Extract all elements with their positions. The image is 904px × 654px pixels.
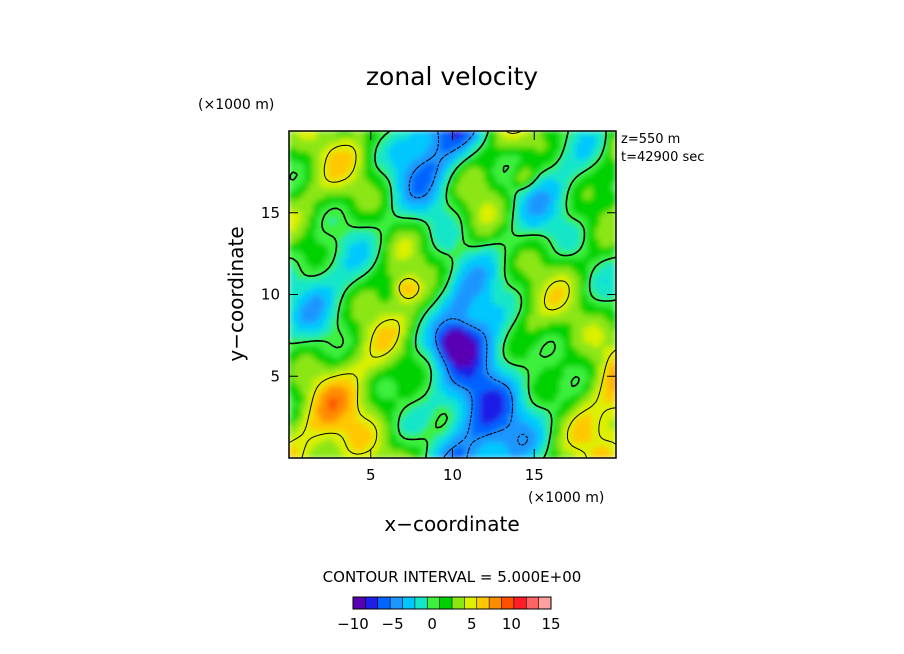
colorbar-swatch — [390, 597, 403, 609]
colorbar-tick-label: 10 — [502, 615, 521, 633]
contour-level-5 — [289, 131, 616, 458]
colorbar-tick-label: −5 — [382, 615, 404, 633]
colorbar-tick-label: 0 — [427, 615, 437, 633]
y-tick-label: 15 — [261, 204, 280, 222]
x-tick-label: 5 — [366, 466, 376, 484]
colorbar-swatch — [353, 597, 366, 609]
colorbar-swatch — [402, 597, 416, 609]
x-axis-label: x−coordinate — [384, 512, 519, 536]
colorbar-swatch — [489, 597, 502, 609]
x-unit-label: (×1000 m) — [528, 490, 604, 506]
colorbar-swatch — [476, 597, 490, 609]
y-tick-label: 5 — [270, 367, 280, 385]
x-tick-label: 15 — [525, 466, 544, 484]
velocity-field — [289, 131, 616, 458]
y-tick-label: 10 — [261, 286, 280, 304]
colorbar — [352, 596, 552, 610]
y-axis-label: y−coordinate — [224, 226, 248, 361]
colorbar-swatch — [513, 597, 527, 609]
info-time: t=42900 sec — [621, 150, 704, 165]
x-tick-label: 10 — [443, 466, 462, 484]
colorbar-swatch — [365, 597, 379, 609]
colorbar-swatch — [427, 597, 440, 609]
contour-level-neg5 — [408, 131, 529, 458]
colorbar-tick-label: 5 — [467, 615, 477, 633]
axis-ticks — [289, 131, 616, 458]
info-height: z=550 m — [621, 132, 680, 147]
colorbar-swatch — [377, 597, 391, 609]
colorbar-swatch — [501, 597, 515, 609]
colorbar-tick-label: 15 — [541, 615, 560, 633]
colorbar-swatch — [439, 597, 453, 609]
colorbar-swatch — [452, 597, 465, 609]
chart-title: zonal velocity — [366, 62, 538, 91]
colorbar-tick-label: −10 — [337, 615, 369, 633]
colorbar-swatch — [414, 597, 428, 609]
colorbar-swatch — [526, 597, 539, 609]
y-unit-label: (×1000 m) — [198, 97, 274, 113]
colorbar-swatch — [464, 597, 478, 609]
contour-level-0 — [289, 131, 616, 458]
contour-interval-text: CONTOUR INTERVAL = 5.000E+00 — [323, 568, 582, 586]
colorbar-swatch — [538, 597, 552, 609]
